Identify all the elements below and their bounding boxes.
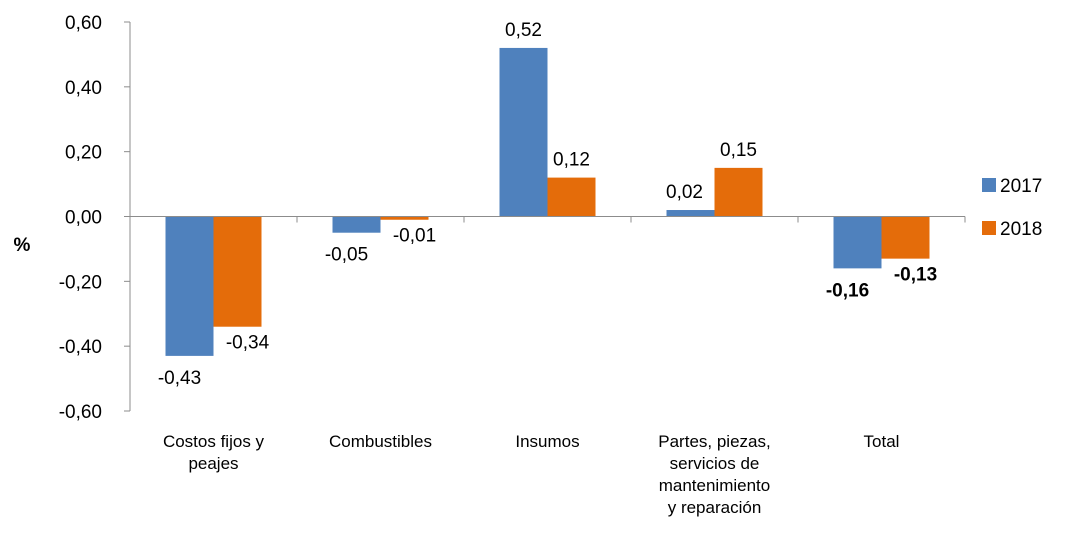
data-label-2017-1: -0,05 [325,245,368,266]
bar-2018-2 [547,177,596,217]
y-tick-label: 0,60 [65,13,102,34]
y-tick-label: 0,40 [65,78,102,99]
category-label-3: mantenimiento [659,476,771,495]
data-label-2018-3: 0,15 [720,140,757,161]
bar-2018-3 [714,167,763,217]
category-label-3: servicios de [670,454,760,473]
bar-2017-2 [499,47,548,217]
data-label-2018-1: -0,01 [393,226,436,247]
data-label-2018-2: 0,12 [553,150,590,171]
category-label-0: peajes [188,454,238,473]
y-tick-label: -0,40 [59,337,102,358]
data-label-2017-3: 0,02 [666,182,703,203]
data-label-2017-2: 0,52 [505,20,542,41]
legend-label-2017: 2017 [1000,176,1042,197]
bar-2018-0 [213,216,262,327]
category-label-3: y reparación [668,498,762,517]
category-label-2: Insumos [515,432,579,451]
legend-swatch-2018 [982,221,996,235]
y-axis-label: % [14,235,31,256]
category-label-4: Total [864,432,900,451]
bar-2018-4 [881,216,930,259]
y-axis: 0,60 0,40 0,20 0,00 -0,20 -0,40 -0,60 [59,13,131,423]
bar-2017-1 [332,216,381,233]
bar-2017-0 [165,216,214,356]
legend-swatch-2017 [982,178,996,192]
y-tick-label: 0,20 [65,143,102,164]
category-labels: Costos fijos y peajes Combustibles Insumos P… [163,432,900,517]
category-label-3: Partes, piezas, [658,432,770,451]
category-label-0: Costos fijos y [163,432,265,451]
bar-2017-4 [833,216,882,269]
bar-2017-3 [666,210,715,217]
bars [165,47,930,356]
category-label-1: Combustibles [329,432,432,451]
y-tick-label: 0,00 [65,208,102,229]
bar-2018-1 [380,216,429,220]
y-tick-label: -0,60 [59,402,102,423]
data-label-2018-0: -0,34 [226,333,270,354]
data-labels: -0,43 -0,05 0,52 0,02 -0,16 -0,34 -0,01 0,12 0,1… [158,20,937,389]
x-axis [129,216,966,223]
legend-label-2018: 2018 [1000,219,1042,240]
data-label-2017-0: -0,43 [158,368,201,389]
legend: 2017 2018 [982,176,1042,240]
data-label-2017-4: -0,16 [826,280,869,301]
data-label-2018-4: -0,13 [894,265,937,286]
y-tick-label: -0,20 [59,272,102,293]
